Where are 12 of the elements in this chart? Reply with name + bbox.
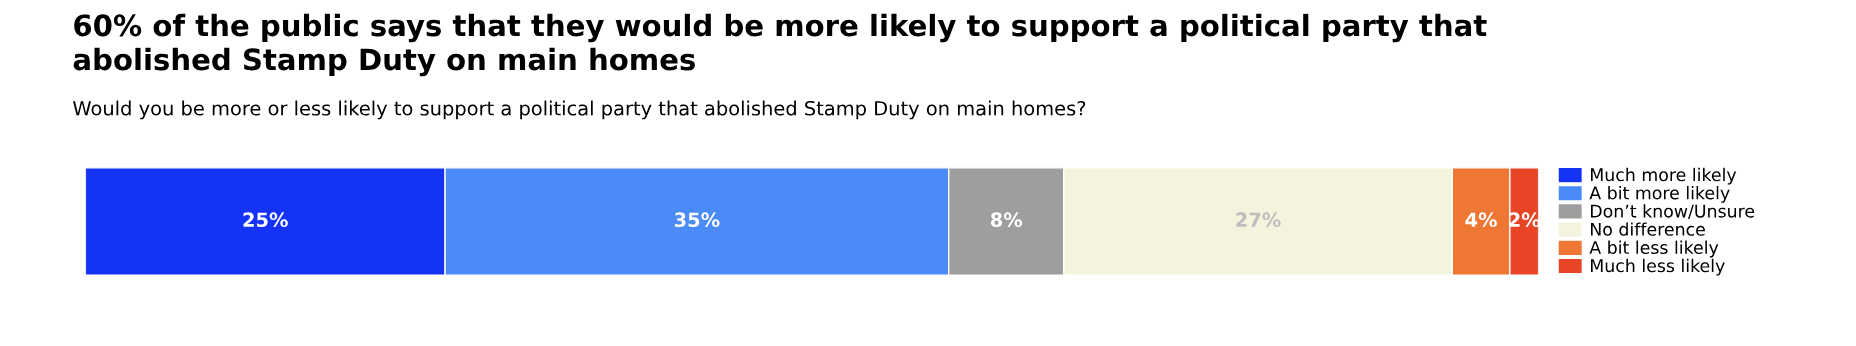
chart-subtitle: Would you be more or less likely to support a political party that abolished Stamp Duty on main homes? [73, 100, 1086, 120]
legend-label: Much less likely [1591, 258, 1725, 276]
legend-label: A bit more likely [1589, 186, 1730, 203]
chart-title: 60% of the public says that they would be more likely to support a political party that abolished Stamp Duty on main homes [73, 13, 1487, 77]
data-label: 8% [990, 212, 1023, 228]
legend-label: Don’t know/Unsure [1591, 204, 1755, 220]
data-label: 35% [674, 212, 720, 228]
legend-label: No difference [1591, 222, 1705, 236]
legend-label: A bit less likely [1589, 240, 1719, 258]
data-label: 4% [1465, 212, 1497, 228]
legend-label: Much more likely [1591, 167, 1737, 185]
data-label: 25% [243, 212, 288, 228]
